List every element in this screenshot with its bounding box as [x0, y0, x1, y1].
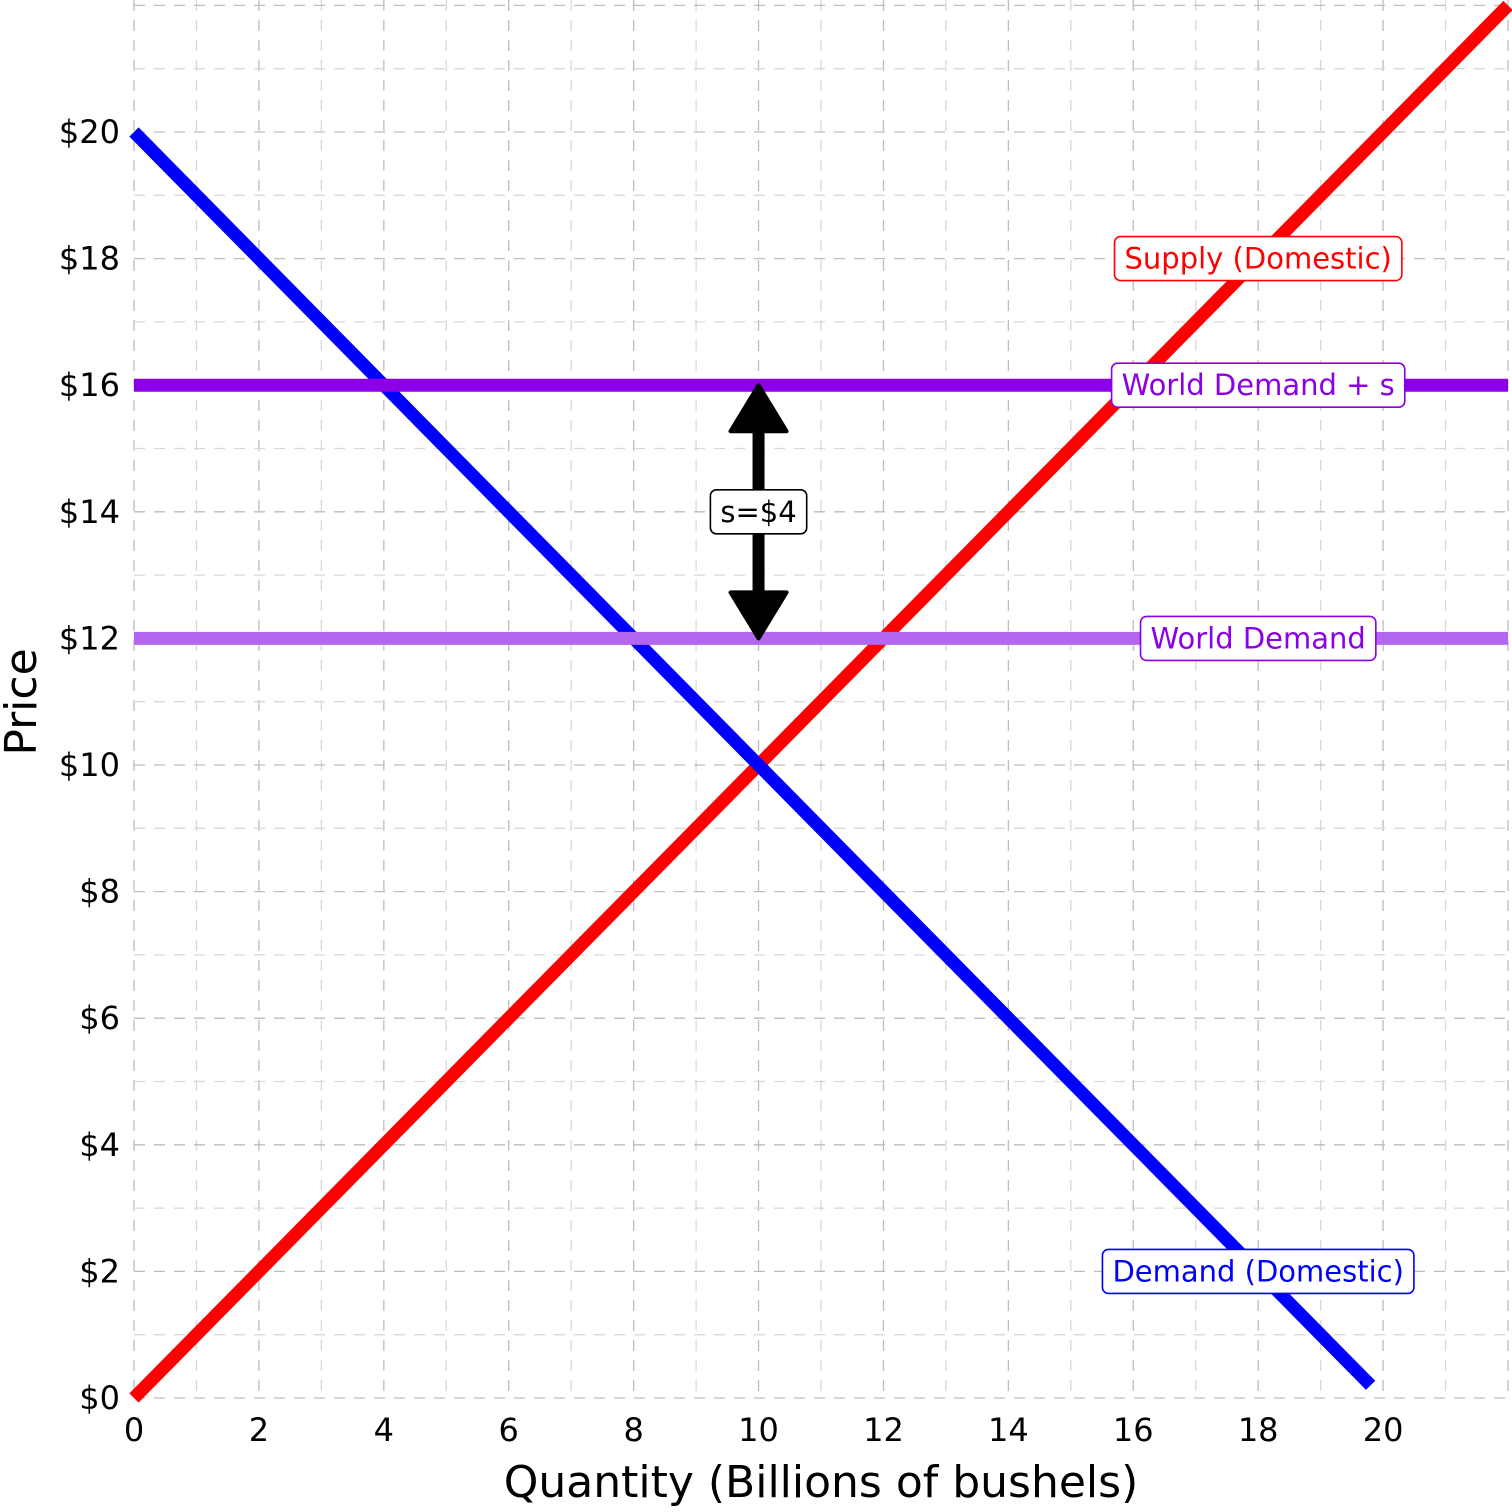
supply-label-text: Supply (Domestic) — [1125, 242, 1392, 276]
x-tick-label: 18 — [1238, 1411, 1279, 1449]
x-tick-label: 8 — [623, 1411, 643, 1449]
x-tick-label: 14 — [988, 1411, 1029, 1449]
subsidy-arrow-head-up — [728, 383, 789, 434]
y-tick-label: $14 — [59, 493, 120, 531]
y-tick-label: $0 — [79, 1379, 120, 1417]
world-demand-plus-s-label-text: World Demand + s — [1122, 368, 1395, 402]
curve-labels: s=$4 Supply (Domestic) Demand (Domestic) Wo… — [709, 235, 1415, 1295]
x-tick-label: 12 — [863, 1411, 904, 1449]
subsidy-arrow-head-down — [728, 590, 789, 641]
demand-label: Demand (Domestic) — [1101, 1248, 1415, 1295]
y-axis-title: Price — [0, 648, 47, 755]
x-tick-label: 20 — [1363, 1411, 1404, 1449]
x-tick-label: 2 — [249, 1411, 269, 1449]
subsidy-label: s=$4 — [709, 488, 808, 535]
y-tick-label: $8 — [79, 873, 120, 911]
world-demand-label-text: World Demand — [1151, 621, 1366, 655]
world-demand-plus-s-label-box — [1110, 362, 1406, 409]
demand-label-box — [1101, 1248, 1415, 1295]
world-demand-label: World Demand — [1139, 615, 1377, 662]
y-tick-label: $10 — [59, 746, 120, 784]
x-tick-label: 6 — [499, 1411, 519, 1449]
y-tick-label: $20 — [59, 113, 120, 151]
x-tick-label: 16 — [1113, 1411, 1154, 1449]
annotations — [728, 383, 789, 641]
y-tick-label: $18 — [59, 240, 120, 278]
y-tick-label: $12 — [59, 619, 120, 657]
x-tick-label: 4 — [374, 1411, 394, 1449]
tick-labels: 0 2 4 6 8 10 12 14 16 18 20 $0 $2 $4 $6 $8 $10 $12 $14 $16 $… — [59, 113, 1404, 1449]
y-tick-label: $16 — [59, 366, 120, 404]
x-tick-label: 10 — [738, 1411, 779, 1449]
x-tick-label: 0 — [124, 1411, 144, 1449]
x-axis-title: Quantity (Billions of bushels) — [504, 1457, 1139, 1508]
world-demand-label-box — [1139, 615, 1377, 662]
series-line-1 — [129, 127, 1376, 1390]
supply-label: Supply (Domestic) — [1113, 235, 1403, 282]
y-tick-label: $6 — [79, 999, 120, 1037]
supply-label-box — [1113, 235, 1403, 282]
y-tick-label: $2 — [79, 1252, 120, 1290]
subsidy-arrow — [728, 383, 789, 641]
demand-label-text: Demand (Domestic) — [1112, 1254, 1403, 1288]
subsidy-label-box — [709, 488, 808, 535]
y-tick-label: $4 — [79, 1126, 120, 1164]
subsidy-label-text: s=$4 — [720, 495, 796, 529]
world-demand-plus-s-label: World Demand + s — [1110, 362, 1406, 409]
